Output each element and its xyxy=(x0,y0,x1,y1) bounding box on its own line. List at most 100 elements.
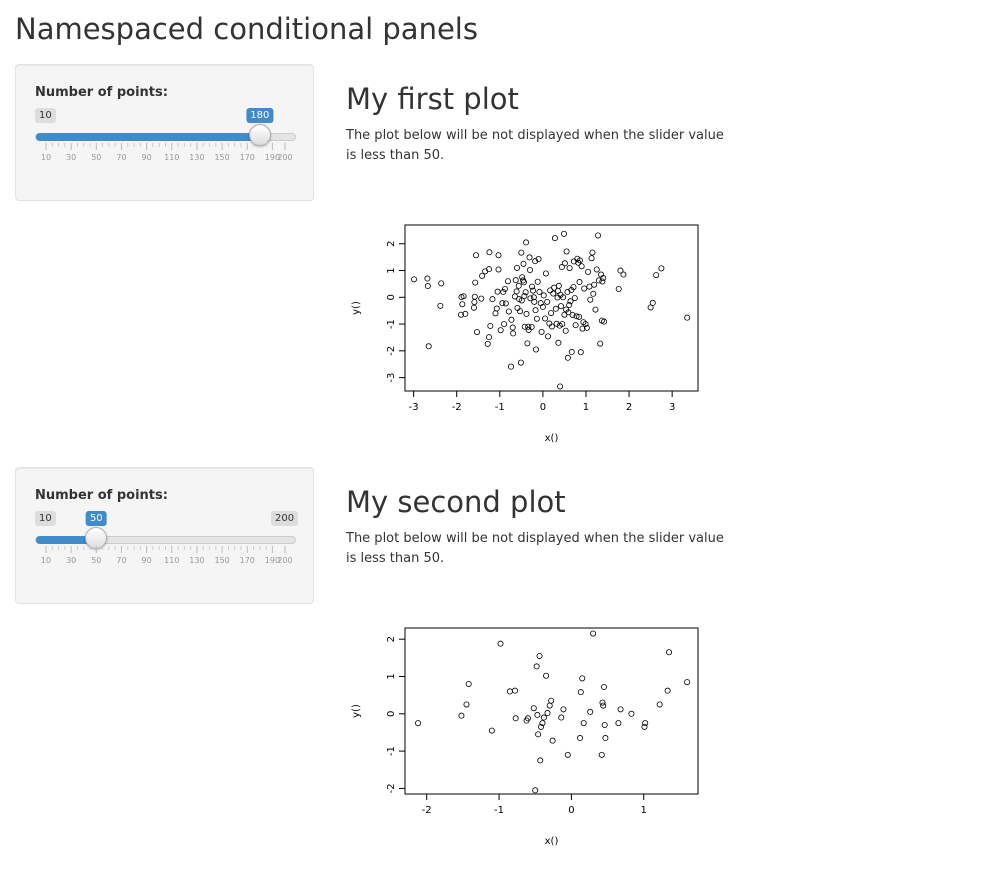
x-tick-label: -2 xyxy=(452,402,462,413)
data-point xyxy=(524,715,531,722)
data-point xyxy=(526,266,533,273)
data-point xyxy=(649,299,656,306)
data-point xyxy=(550,290,557,297)
data-point xyxy=(666,649,673,656)
data-point xyxy=(526,254,533,261)
data-point xyxy=(527,295,534,302)
data-point xyxy=(532,787,539,794)
data-point xyxy=(564,288,571,295)
plot-box xyxy=(404,224,699,392)
slider-tick-label: 110 xyxy=(164,153,180,162)
data-point xyxy=(591,281,598,288)
data-point xyxy=(560,230,567,237)
slider-tick-label: 30 xyxy=(66,556,77,565)
data-point xyxy=(497,327,504,334)
slider-tick-label: 200 xyxy=(277,153,293,162)
slider-min-label: 10 xyxy=(35,511,56,526)
data-point xyxy=(492,310,499,317)
data-point xyxy=(411,276,418,283)
data-point xyxy=(511,687,518,694)
data-point xyxy=(533,315,540,322)
data-point xyxy=(538,723,545,730)
data-point xyxy=(471,293,478,300)
data-point xyxy=(486,334,493,341)
data-point xyxy=(585,268,592,275)
slider-tick-label: 130 xyxy=(189,153,205,162)
slider-min-label: 10 xyxy=(35,108,56,123)
data-point xyxy=(495,252,502,259)
data-point xyxy=(620,271,627,278)
data-point xyxy=(598,751,605,758)
data-point xyxy=(530,294,537,301)
data-point xyxy=(583,324,590,331)
data-point xyxy=(597,340,604,347)
data-point xyxy=(579,325,586,332)
data-point xyxy=(548,310,555,317)
page-title: Namespaced conditional panels xyxy=(15,12,478,46)
x-tick-label: 0 xyxy=(568,805,574,816)
data-point xyxy=(462,310,469,317)
data-point xyxy=(600,683,607,690)
data-point xyxy=(544,710,551,717)
data-point xyxy=(517,308,524,315)
data-point xyxy=(484,340,491,347)
slider-tick-label: 110 xyxy=(164,556,180,565)
data-point xyxy=(478,295,485,302)
data-point xyxy=(508,316,515,323)
data-point xyxy=(519,274,526,281)
data-point xyxy=(567,298,574,305)
plot-title: My second plot xyxy=(346,485,566,519)
slider-tick-label: 150 xyxy=(214,556,230,565)
plot-description: The plot below will be not displayed whe… xyxy=(346,530,724,566)
slider-tick-label: 170 xyxy=(239,556,255,565)
data-point xyxy=(459,301,466,308)
x-tick-label: -1 xyxy=(495,402,505,413)
sidebar-panel-2: Number of points: 10 200 50 10 30 50 70 90 11… xyxy=(15,467,314,604)
data-point xyxy=(463,701,470,708)
data-point xyxy=(514,264,521,271)
data-point xyxy=(534,278,541,285)
data-point xyxy=(577,349,584,356)
slider-value-label: 180 xyxy=(246,108,274,123)
plot-description: The plot below will be not displayed whe… xyxy=(346,127,724,163)
data-point xyxy=(470,304,477,311)
scatter-plot-2: -2 -1 0 1 -2 -1 0 1 2 x() y() xyxy=(351,627,699,847)
x-tick-label: 3 xyxy=(669,402,675,413)
y-tick-label: 0 xyxy=(386,294,397,300)
slider-tick-label: 70 xyxy=(116,153,127,162)
data-point xyxy=(535,731,542,738)
slider-handle[interactable] xyxy=(248,124,271,146)
slider-tick-label: 150 xyxy=(214,153,230,162)
data-point xyxy=(602,735,609,742)
data-point xyxy=(489,296,496,303)
plot-box xyxy=(404,627,699,795)
y-tick-label: -2 xyxy=(386,783,397,793)
slider-handle[interactable] xyxy=(85,527,108,549)
main-panel-1: My first plot The plot below will be not… xyxy=(346,82,746,166)
data-point xyxy=(539,303,546,310)
data-point xyxy=(539,720,546,727)
data-point xyxy=(534,711,541,718)
y-tick-label: -2 xyxy=(386,346,397,356)
data-point xyxy=(471,299,478,306)
data-point xyxy=(615,720,622,727)
data-point xyxy=(500,288,507,295)
x-tick-label: 1 xyxy=(583,402,589,413)
data-point xyxy=(437,302,444,309)
data-point xyxy=(460,293,467,300)
data-point xyxy=(525,323,532,330)
data-point xyxy=(532,346,539,353)
data-point xyxy=(545,333,552,340)
slider-track[interactable] xyxy=(35,536,296,544)
data-point xyxy=(536,652,543,659)
data-point xyxy=(511,293,518,300)
slider-track[interactable] xyxy=(35,133,296,141)
data-point xyxy=(530,705,537,712)
data-point xyxy=(517,359,524,366)
data-point xyxy=(531,298,538,305)
data-point xyxy=(540,292,547,299)
data-point xyxy=(656,701,663,708)
data-point xyxy=(600,275,607,282)
data-point xyxy=(628,710,635,717)
data-point xyxy=(642,720,649,727)
